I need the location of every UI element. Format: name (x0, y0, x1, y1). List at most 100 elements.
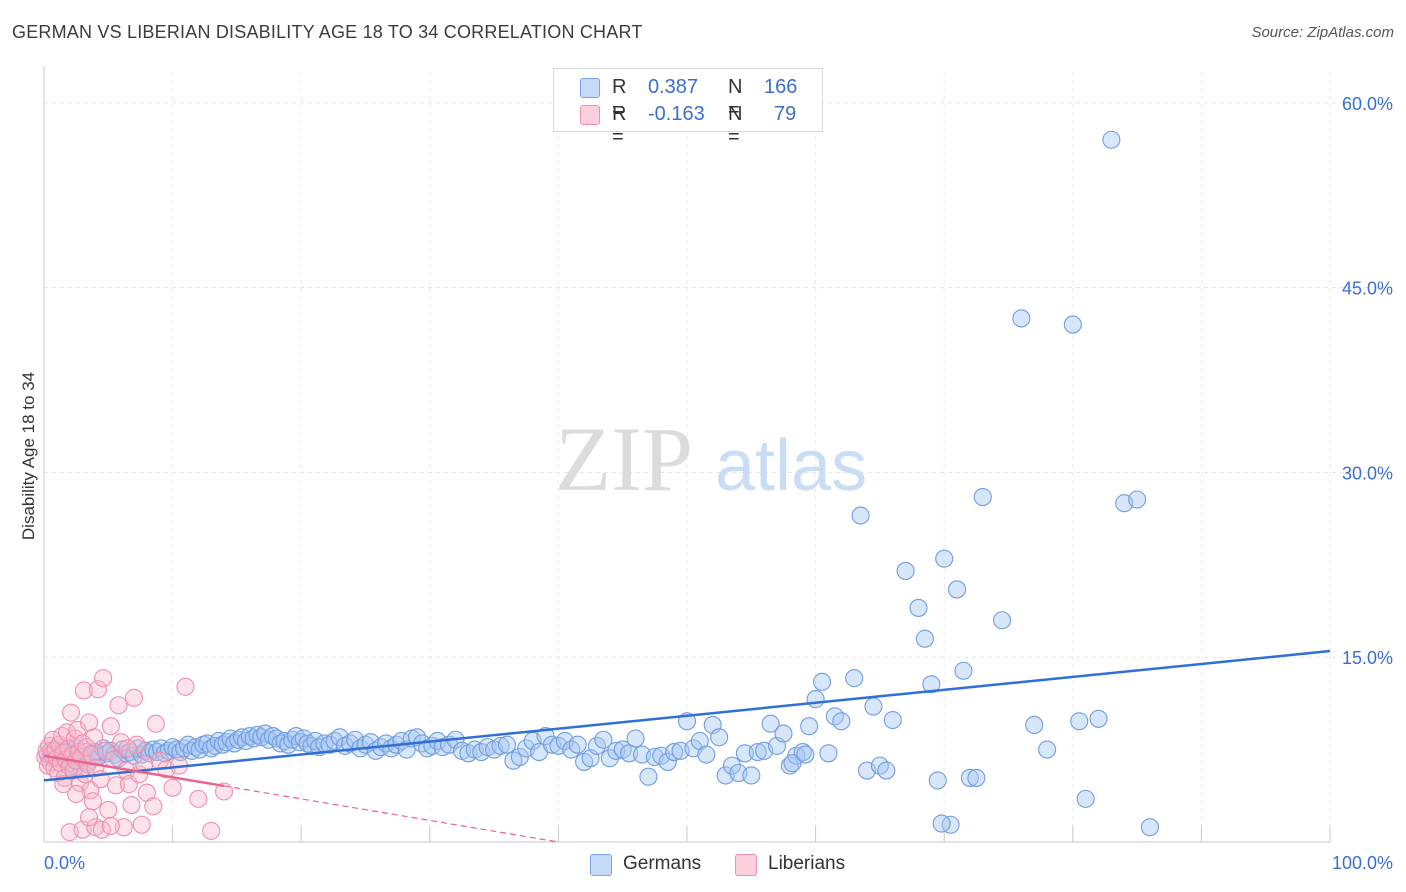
data-point-german (793, 743, 812, 762)
data-point-german (883, 710, 902, 730)
data-point-german (800, 717, 819, 736)
data-point-german (932, 814, 951, 833)
data-point-german (600, 749, 619, 768)
y-axis-label: Disability Age 18 to 34 (19, 372, 38, 540)
data-point-liberian (106, 776, 126, 795)
data-point-liberian (124, 688, 144, 707)
axes (43, 66, 1331, 843)
data-point-german (941, 815, 960, 834)
data-point-german (330, 728, 349, 747)
data-point-liberian (94, 669, 113, 688)
legend-n-value: 79 (774, 103, 797, 125)
data-point-liberian (61, 703, 81, 722)
data-point-german (774, 724, 793, 743)
data-point-liberian (163, 778, 182, 797)
legend-swatch-germans (590, 854, 612, 876)
data-point-liberian (189, 789, 208, 808)
data-point-german (710, 728, 729, 747)
y-tick-label: 15.0% (1342, 648, 1393, 668)
data-point-german (819, 744, 838, 763)
data-point-liberian (101, 717, 120, 736)
y-tick-label: 45.0% (1342, 279, 1393, 299)
data-point-german (639, 767, 658, 786)
data-point-german (915, 629, 934, 648)
data-point-german (1063, 315, 1082, 334)
trend-line-liberians (43, 754, 225, 788)
data-point-liberian (122, 795, 141, 815)
data-point-german (928, 771, 947, 790)
data-point-german (594, 730, 613, 749)
data-point-german (497, 735, 517, 754)
data-point-german (1102, 130, 1121, 149)
data-point-german (1076, 789, 1095, 808)
data-point-german (851, 506, 870, 525)
data-point-german (954, 661, 973, 680)
legend-n-value: 166 (764, 76, 798, 98)
data-point-german (783, 754, 802, 773)
stats-legend: R = 0.387 N = 166 R = -0.163 N = 79 (553, 68, 823, 148)
chart-title: GERMAN VS LIBERIAN DISABILITY AGE 18 TO … (12, 22, 643, 42)
x-tick-label: 100.0% (1332, 853, 1393, 873)
data-point-german (697, 745, 716, 764)
legend-label-germans: Germans (623, 853, 702, 874)
legend-swatch-liberians (735, 854, 757, 876)
data-point-liberian (83, 792, 102, 811)
trend-line-germans (43, 649, 1331, 782)
y-tick-label: 60.0% (1342, 94, 1393, 114)
data-point-german (568, 735, 587, 754)
data-point-german (973, 487, 992, 507)
data-point-liberian (144, 797, 163, 816)
data-point-liberian (114, 818, 133, 837)
data-point-liberian (81, 781, 100, 800)
data-point-german (491, 736, 510, 755)
data-point-liberian (132, 815, 151, 834)
trend-lines (43, 649, 1331, 843)
legend-n-label: N = (728, 76, 743, 121)
data-point-liberian (118, 739, 137, 758)
data-point-german (864, 697, 883, 716)
legend-r-label: R = (612, 103, 627, 148)
data-point-german (742, 766, 761, 785)
data-point-german (935, 549, 954, 568)
data-point-german (1140, 818, 1160, 837)
data-point-liberian (92, 820, 111, 839)
legend-swatch-germans (580, 78, 600, 98)
data-point-german (780, 756, 799, 775)
legend-r-value: 0.387 (648, 76, 699, 98)
data-point-german (1128, 490, 1147, 509)
data-point-liberian (79, 808, 99, 827)
x-tick-label: 0.0% (44, 853, 85, 873)
data-point-german (1070, 712, 1089, 731)
data-point-german (877, 761, 896, 780)
data-point-liberian (202, 821, 221, 840)
data-point-liberian (74, 681, 93, 700)
data-point-german (896, 561, 915, 581)
data-point-german (1012, 309, 1031, 328)
watermark: ZIP atlas (555, 408, 867, 510)
data-point-liberian (146, 714, 165, 733)
legend-r-label: R = (612, 76, 627, 121)
y-tick-label: 30.0% (1342, 463, 1393, 483)
data-point-german (922, 675, 941, 694)
data-point-liberian (85, 728, 104, 747)
watermark-zip: ZIP (555, 408, 693, 510)
data-point-liberian (176, 677, 195, 696)
data-point-liberian (109, 696, 128, 715)
data-point-german (626, 729, 645, 748)
data-point-german (845, 669, 864, 688)
data-point-german (812, 672, 832, 691)
chart-source: Source: ZipAtlas.com (1251, 24, 1394, 41)
data-point-liberian (67, 784, 86, 804)
legend-swatch-liberians (580, 105, 600, 125)
data-point-german (1089, 709, 1108, 728)
data-point-german (967, 768, 986, 787)
data-point-german (806, 690, 825, 709)
data-point-german (948, 580, 967, 599)
data-point-german (909, 598, 928, 617)
data-point-liberian (127, 735, 146, 754)
tick-labels: 15.0% 30.0% 45.0% 60.0% 0.0% 100.0% (44, 94, 1393, 873)
data-point-german (761, 714, 780, 733)
legend-n-label: N = (728, 103, 743, 148)
trend-line-liberians-extrapolated (223, 785, 559, 843)
